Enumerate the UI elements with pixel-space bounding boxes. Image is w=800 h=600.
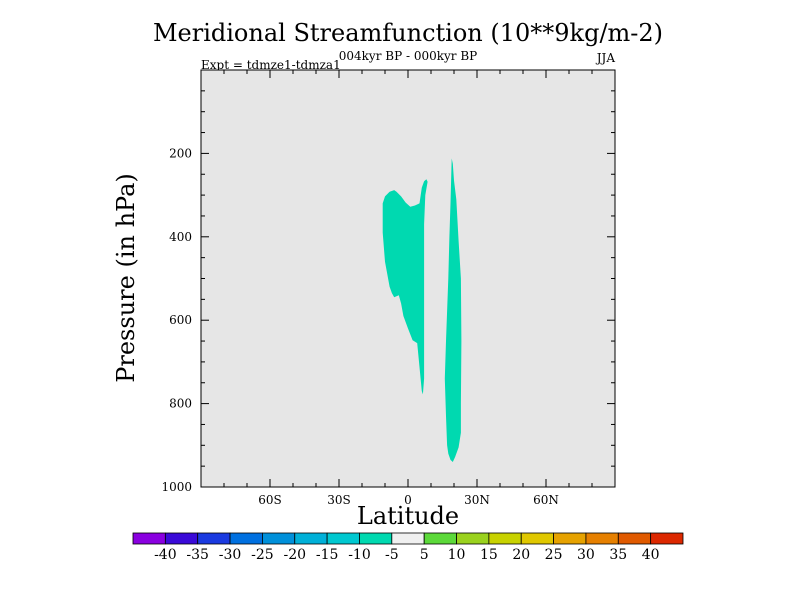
season-label: JJA — [595, 51, 616, 65]
colorbar-swatch — [553, 532, 587, 545]
x-tick-label: 0 — [404, 493, 412, 507]
colorbar-label: 30 — [577, 547, 595, 563]
colorbar-swatch — [617, 532, 652, 545]
chart-subtitle: 004kyr BP - 000kyr BP — [339, 49, 477, 63]
y-tick-label: 1000 — [161, 480, 192, 494]
colorbar-label: 40 — [642, 547, 660, 563]
colorbar-label: 20 — [512, 547, 530, 563]
y-tick-label: 800 — [169, 397, 192, 411]
colorbar-swatch — [164, 532, 199, 545]
colorbar-swatch — [229, 532, 263, 545]
y-tick-label: 600 — [169, 313, 192, 327]
colorbar-labels: -40 -35 -30 -25 -20 -15 -10 -5 5 10 15 20 25 30 35 40 — [154, 547, 659, 563]
colorbar-label: 10 — [448, 547, 466, 563]
x-axis-label: Latitude — [357, 502, 459, 530]
colorbar-swatch — [359, 532, 393, 545]
colorbar-swatch — [294, 532, 328, 545]
colorbar-swatch — [650, 532, 684, 545]
plot-frame — [200, 69, 616, 488]
colorbar-label: -10 — [348, 547, 371, 563]
colorbar-label: 35 — [609, 547, 627, 563]
colorbar-label: -20 — [283, 547, 306, 563]
colorbar-label: -30 — [219, 547, 242, 563]
colorbar-swatch — [391, 532, 425, 545]
chart-title: Meridional Streamfunction (10**9kg/m-2) — [153, 19, 663, 47]
y-tick-label: 200 — [169, 146, 192, 160]
experiment-label: Expt = tdmze1-tdmza1 — [201, 58, 341, 72]
y-axis-label: Pressure (in hPa) — [112, 173, 140, 383]
colorbar-swatch — [262, 532, 296, 545]
contour-region-tropical-south — [382, 179, 428, 395]
colorbar-label: -35 — [186, 547, 209, 563]
colorbar-label: 25 — [545, 547, 563, 563]
axis-ticks — [201, 70, 615, 488]
colorbar-label: -25 — [251, 547, 274, 563]
colorbar-label: 15 — [480, 547, 498, 563]
axis-tick-labels: 60S 30S 0 30N 60N 200 400 600 800 1000 — [161, 146, 558, 507]
x-tick-label: 30S — [327, 493, 351, 507]
colorbar-swatch — [132, 532, 166, 545]
colorbar-label: -5 — [385, 547, 399, 563]
colorbar-swatch — [423, 532, 457, 545]
x-tick-label: 60N — [533, 493, 559, 507]
colorbar-swatch — [520, 532, 554, 545]
colorbar-label: -15 — [316, 547, 339, 563]
x-tick-label: 30N — [464, 493, 490, 507]
colorbar-label: 5 — [420, 547, 429, 563]
colorbar-swatch — [585, 532, 619, 545]
colorbar-swatch — [488, 532, 522, 545]
contour-regions — [382, 158, 462, 462]
colorbar-swatch — [197, 532, 231, 545]
colorbar-swatch — [456, 532, 490, 545]
y-tick-label: 400 — [169, 230, 192, 244]
x-tick-label: 60S — [258, 493, 282, 507]
colorbar — [132, 532, 684, 545]
colorbar-label: -40 — [154, 547, 177, 563]
colorbar-swatch — [326, 532, 360, 545]
contour-region-tropical-north — [444, 158, 462, 462]
